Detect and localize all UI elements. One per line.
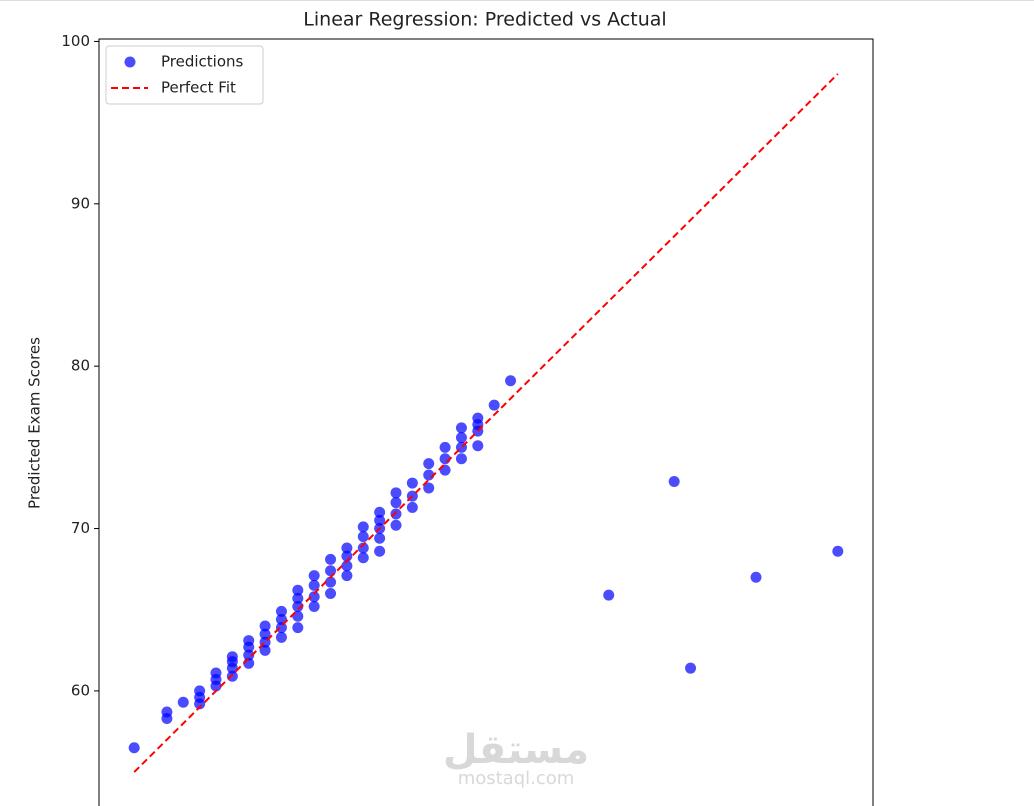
data-point — [439, 441, 451, 453]
data-point — [308, 570, 320, 582]
data-point — [390, 519, 402, 531]
data-point — [259, 620, 271, 632]
data-point — [292, 622, 304, 634]
data-point — [390, 508, 402, 520]
data-point — [341, 560, 353, 572]
legend-label: Perfect Fit — [161, 79, 236, 97]
data-point — [161, 706, 173, 718]
data-point — [374, 514, 386, 526]
fit-line — [133, 73, 839, 773]
data-point — [374, 532, 386, 544]
data-point — [308, 591, 320, 603]
data-point — [243, 635, 255, 647]
data-point — [472, 440, 484, 452]
y-tick-label: 100 — [61, 32, 90, 50]
data-point — [685, 662, 697, 674]
data-point — [488, 399, 500, 411]
y-tick-label: 80 — [71, 357, 90, 375]
data-point — [750, 571, 762, 583]
data-point — [832, 545, 844, 557]
data-point — [357, 531, 369, 543]
data-point — [194, 685, 206, 697]
data-point — [292, 600, 304, 612]
watermark-logo: مستقل — [443, 727, 589, 773]
data-point — [226, 651, 238, 663]
data-point — [357, 521, 369, 533]
plot-area — [98, 38, 874, 806]
data-point — [292, 592, 304, 604]
data-point — [668, 475, 680, 487]
data-point — [243, 649, 255, 661]
legend-label: Predictions — [161, 53, 244, 71]
data-point — [455, 422, 467, 434]
data-point — [325, 553, 337, 565]
legend-box — [105, 45, 264, 105]
data-point — [128, 742, 140, 754]
y-axis-label: Predicted Exam Scores — [26, 337, 44, 509]
data-point — [341, 542, 353, 554]
y-tick-label: 70 — [71, 519, 90, 537]
data-point — [374, 545, 386, 557]
y-tick-label: 60 — [71, 681, 90, 699]
data-point — [177, 696, 189, 708]
data-point — [423, 482, 435, 494]
data-point — [259, 644, 271, 656]
data-point — [325, 576, 337, 588]
data-point — [603, 589, 615, 601]
data-point — [406, 477, 418, 489]
data-point — [423, 458, 435, 470]
y-tick-label: 90 — [71, 194, 90, 212]
data-point — [455, 432, 467, 444]
data-point — [505, 375, 517, 387]
data-point — [259, 628, 271, 640]
data-point — [390, 497, 402, 509]
data-point — [226, 670, 238, 682]
legend-marker — [124, 56, 136, 68]
data-point — [357, 542, 369, 554]
data-point — [275, 622, 287, 634]
watermark-site: mostaql.com — [458, 768, 575, 789]
data-point — [341, 570, 353, 582]
data-point — [357, 552, 369, 564]
data-point — [325, 587, 337, 599]
chart-title: Linear Regression: Predicted vs Actual — [303, 9, 666, 31]
data-point — [455, 453, 467, 465]
data-point — [390, 487, 402, 499]
data-point — [308, 600, 320, 612]
data-point — [210, 667, 222, 679]
data-point — [374, 506, 386, 518]
data-point — [308, 579, 320, 591]
data-point — [292, 584, 304, 596]
data-point — [472, 412, 484, 424]
data-point — [406, 501, 418, 513]
data-point — [275, 605, 287, 617]
data-point — [275, 631, 287, 643]
